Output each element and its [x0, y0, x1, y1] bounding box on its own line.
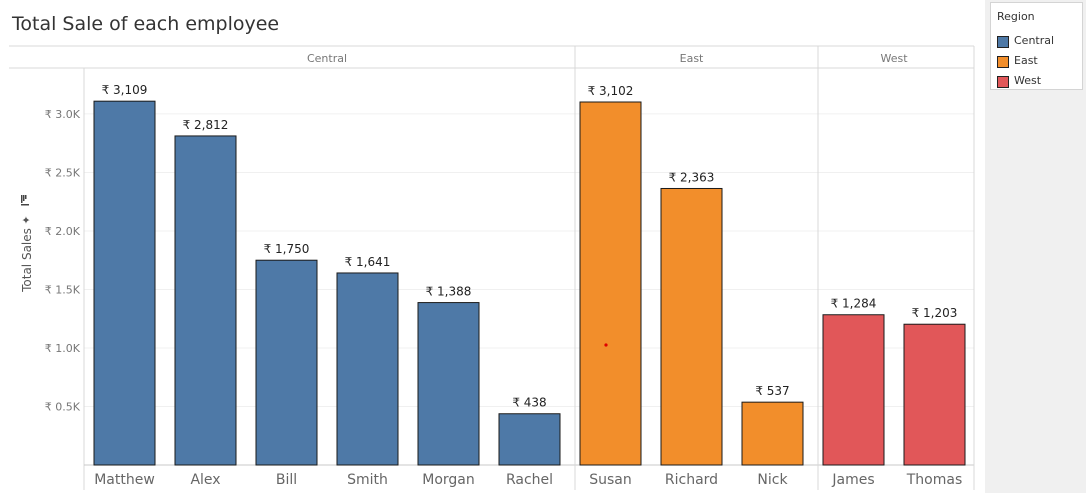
data-label-thomas: ₹ 1,203 [912, 306, 958, 320]
legend-swatch-central [997, 36, 1009, 48]
data-label-alex: ₹ 2,812 [183, 118, 229, 132]
data-label-richard: ₹ 2,363 [669, 170, 715, 184]
bar-nick [741, 401, 804, 466]
legend-swatch-west [997, 76, 1009, 88]
y-tick-label: ₹ 0.5K [45, 400, 81, 413]
y-tick-label: ₹ 1.5K [45, 283, 81, 296]
data-label-nick: ₹ 537 [755, 384, 789, 398]
legend-label-east: East [1014, 54, 1038, 67]
y-tick-label: ₹ 3.0K [45, 108, 81, 121]
legend-swatch-east [997, 56, 1009, 68]
chart-title: Total Sale of each employee [12, 13, 280, 35]
y-tick-label: ₹ 1.0K [45, 342, 81, 355]
bar-thomas [903, 323, 966, 466]
x-tick-label-matthew: Matthew [94, 472, 155, 488]
x-tick-label-rachel: Rachel [506, 472, 553, 488]
group-header-east: East [680, 52, 704, 65]
data-label-susan: ₹ 3,102 [588, 84, 634, 98]
x-tick-label-susan: Susan [589, 472, 632, 488]
x-tick-label-morgan: Morgan [422, 472, 475, 488]
bar-smith [336, 272, 399, 466]
group-header-central: Central [307, 52, 347, 65]
data-label-matthew: ₹ 3,109 [102, 83, 148, 97]
x-tick-label-nick: Nick [757, 472, 788, 488]
y-tick-label: ₹ 2.5K [45, 166, 81, 179]
x-tick-label-james: James [831, 472, 874, 488]
x-tick-label-smith: Smith [347, 472, 388, 488]
sort-icon [21, 195, 29, 206]
data-label-bill: ₹ 1,750 [264, 242, 310, 256]
legend-label-central: Central [1014, 34, 1055, 47]
bar-bill [255, 259, 318, 466]
x-tick-label-thomas: Thomas [906, 472, 963, 488]
bar-rachel [498, 413, 561, 466]
data-label-james: ₹ 1,284 [831, 297, 877, 311]
bar-alex [174, 135, 237, 466]
region-legend[interactable]: Region Central East West [990, 2, 1083, 90]
cursor-dot [604, 343, 608, 347]
y-tick-label: ₹ 2.0K [45, 225, 81, 238]
legend-title: Region [997, 10, 1035, 23]
bar-susan [579, 101, 642, 466]
bar-richard [660, 187, 723, 466]
data-label-smith: ₹ 1,641 [345, 255, 391, 269]
y-axis-label: Total Sales [20, 228, 34, 293]
legend-label-west: West [1014, 74, 1042, 87]
bar-james [822, 314, 885, 466]
data-label-rachel: ₹ 438 [512, 396, 546, 410]
x-tick-label-bill: Bill [276, 472, 297, 488]
group-header-west: West [880, 52, 908, 65]
x-tick-label-richard: Richard [665, 472, 718, 488]
bar-morgan [417, 302, 480, 466]
pin-icon: ✦ [20, 215, 33, 224]
data-label-morgan: ₹ 1,388 [426, 285, 472, 299]
bar-chart: ₹ 0.5K ₹ 1.0K ₹ 1.5K ₹ 2.0K ₹ 2.5K ₹ 3.0K Tota… [9, 45, 975, 490]
bar-matthew [93, 100, 156, 466]
x-tick-label-alex: Alex [190, 472, 220, 488]
